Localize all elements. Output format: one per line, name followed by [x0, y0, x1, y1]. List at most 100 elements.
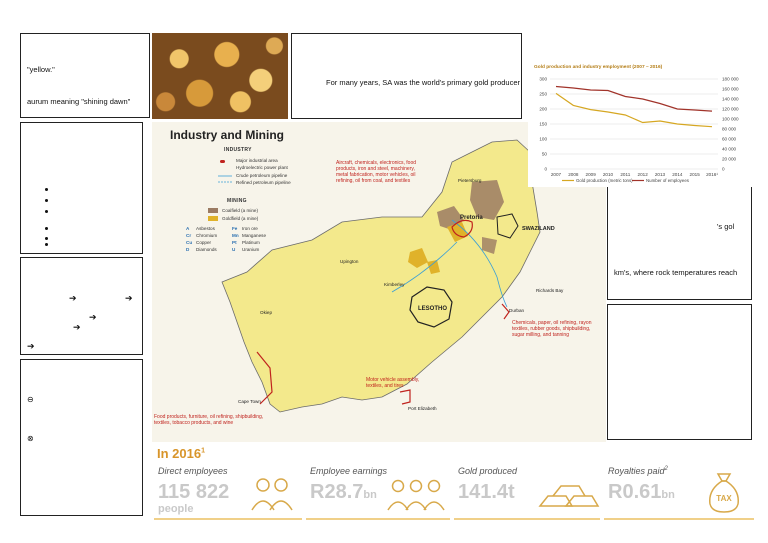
note-cape-town-industry: Food products, furniture, oil refining, …	[154, 414, 264, 426]
arrow-right-icon: ➔	[89, 312, 97, 322]
arrow-right-icon: ➔	[73, 322, 81, 332]
stat-gold-produced: Gold produced 141.4t	[454, 466, 600, 520]
chart-left-tick-label: 200	[539, 107, 547, 112]
note-durban-industry: Chemicals, paper, oil refining, rayon te…	[512, 320, 592, 338]
stat-sub: people	[158, 503, 194, 515]
mineral-name: Copper	[196, 240, 212, 245]
industry-mining-map: Industry and Mining INDUSTRY Major indus…	[152, 122, 606, 442]
stat-value: 141.4t	[458, 481, 515, 503]
chart-series-line	[555, 92, 713, 128]
bullet-list-box	[20, 122, 143, 254]
stat-value: 115 822	[158, 481, 230, 503]
mineral-name: Uranium	[242, 247, 260, 252]
chart-left-tick-label: 250	[539, 92, 547, 97]
map-title: Industry and Mining	[170, 128, 284, 142]
mineral-name: Iron ore	[242, 226, 258, 231]
gold-nuggets-image	[152, 33, 288, 119]
chart-x-tick-label: 2008	[568, 172, 579, 177]
arrow-list-box: ➔ ➔ ➔ ➔ ➔	[20, 257, 143, 355]
chart-x-tick-label: 2007	[551, 172, 562, 177]
chart-right-tick-label: 180 000	[722, 77, 739, 82]
stat-direct-employees: Direct employees 115 822 people	[154, 466, 302, 520]
stat-value-unit: bn	[363, 489, 377, 501]
country-swaziland: SWAZILAND	[522, 226, 555, 232]
chart-left-tick-label: 0	[544, 167, 547, 172]
mineral-code: U	[232, 247, 236, 252]
mineral-name: Chromium	[196, 233, 218, 238]
stat-value-number: R0.61	[608, 481, 662, 503]
chart-x-tick-label: 2016¹	[706, 172, 718, 177]
legend-industry-item: Major industrial area	[236, 158, 278, 163]
tax-label: TAX	[716, 494, 732, 503]
gold-production-chart: Gold production and industry employment …	[528, 63, 760, 187]
chart-right-tick-label: 160 000	[722, 87, 739, 92]
chart-x-tick-label: 2011	[620, 172, 630, 177]
bullet-dot	[45, 199, 48, 202]
mineral-code: Cr	[186, 233, 192, 238]
city-cape-town: Cape Town	[238, 399, 261, 404]
stats-title: In 20161	[157, 446, 205, 461]
stat-label: Gold produced	[458, 466, 518, 476]
chart-x-tick-label: 2015	[690, 172, 701, 177]
city-pietersburg: Pietersburg	[458, 178, 482, 183]
legend-industry-heading: INDUSTRY	[224, 147, 252, 153]
city-pretoria: Pretoria	[460, 215, 483, 221]
arrow-right-icon: ➔	[69, 293, 77, 303]
chart-left-tick-label: 300	[539, 77, 547, 82]
stats-title-text: In 2016	[157, 446, 202, 461]
city-upington: Upington	[340, 259, 359, 264]
bullet-dot	[45, 243, 48, 246]
note-pretoria-industry: Aircraft, chemicals, electronics, food p…	[336, 160, 417, 184]
mineral-name: Diamonds	[196, 247, 217, 252]
symbol-box: ⊖ ⊗	[20, 359, 143, 516]
stat-label: Royalties paid2	[608, 466, 668, 476]
legend-industry-item: Refined petroleum pipeline	[236, 180, 291, 185]
chart-x-tick-label: 2013	[655, 172, 666, 177]
stats-title-footnote: 1	[201, 447, 205, 455]
stat-label: Employee earnings	[310, 466, 388, 476]
chart-right-tick-label: 60 000	[722, 137, 736, 142]
stat-employee-earnings: Employee earnings R28.7bn	[306, 466, 450, 520]
chart-x-tick-label: 2012	[638, 172, 649, 177]
chart-left-tick-label: 50	[542, 152, 548, 157]
chart-right-tick-label: 140 000	[722, 97, 739, 102]
swaziland-outline	[496, 213, 519, 239]
chart-x-tick-label: 2009	[586, 172, 597, 177]
workers-icon	[387, 479, 445, 511]
chart-left-tick-label: 150	[539, 122, 547, 127]
stat-label-footnote: 2	[664, 466, 668, 472]
circle-x-icon: ⊗	[27, 434, 34, 443]
stat-value: R0.61bn	[608, 481, 675, 504]
country-lesotho: LESOTHO	[418, 306, 448, 312]
stat-value-number: R28.7	[310, 481, 364, 503]
empty-right-box	[607, 304, 752, 440]
chart-right-tick-label: 80 000	[722, 127, 736, 132]
chart-right-tick-label: 20 000	[722, 157, 736, 162]
stat-label-text: Royalties paid	[608, 466, 665, 476]
legend-mining-item: Goldfield (a mine)	[222, 216, 259, 221]
bullet-dot	[45, 210, 48, 213]
mineral-code: D	[186, 247, 190, 252]
bullet-dot	[45, 188, 48, 191]
arrow-right-icon: ➔	[125, 293, 133, 303]
city-durban: Durban	[509, 308, 525, 313]
chart-series-line	[555, 85, 713, 112]
stat-label: Direct employees	[158, 466, 228, 476]
primary-producer-box: For many years, SA was the world's prima…	[291, 33, 522, 119]
city-okiep: Okiep	[260, 310, 273, 315]
chart-legend-label: Number of employees	[646, 178, 690, 183]
gold-bars-icon	[538, 485, 600, 507]
circle-minus-icon: ⊖	[27, 395, 34, 404]
stat-royalties-paid: Royalties paid2 R0.61bn TAX	[604, 466, 754, 520]
mineral-code: Mn	[232, 233, 239, 238]
chart-legend-label: Gold production (metric tons)	[576, 178, 633, 183]
mineral-code: A	[186, 226, 190, 231]
bullet-dot	[45, 237, 48, 240]
lesotho-outline	[409, 286, 453, 328]
legend-industry-item: Crude petroleum pipeline	[236, 173, 288, 178]
chart-x-tick-label: 2014	[672, 172, 683, 177]
legend-industry-item: Hydroelectric power plant	[236, 165, 288, 170]
primary-producer-text: For many years, SA was the world's prima…	[326, 78, 521, 87]
aurum-text: aurum meaning "shining dawn"	[27, 97, 131, 106]
chart-x-tick-label: 2010	[603, 172, 614, 177]
